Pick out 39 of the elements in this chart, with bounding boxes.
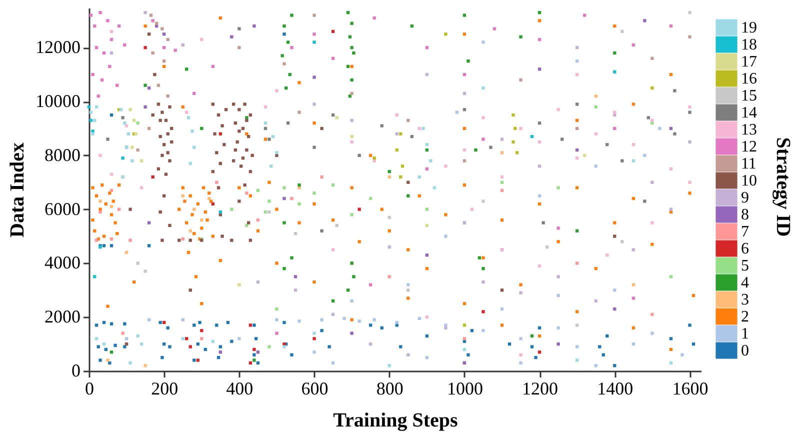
legend-label: 5 [741,258,749,274]
x-tick-label: 1400 [597,378,634,398]
legend-label: 19 [741,20,757,36]
y-tick-label: 10000 [36,91,80,112]
x-tick-label: 400 [226,378,254,398]
x-tick-label: 1200 [522,378,558,398]
y-tick-label: 8000 [44,144,80,165]
legend-label: 14 [741,104,757,122]
y-tick-label: 4000 [44,252,80,273]
legend-label: 1 [741,326,749,342]
legend-label: 17 [741,54,757,70]
x-tick-label: 200 [151,378,178,398]
y-axis-title: Data Index [6,142,28,238]
y-tick-label: 0 [72,360,80,380]
legend-label: 8 [741,206,749,224]
legend-label: 10 [741,172,757,190]
x-axis-title: Training Steps [333,410,458,432]
legend-label: 3 [741,292,749,308]
legend-label: 11 [741,156,756,172]
y-tick-label: 6000 [44,198,80,219]
legend-label: 9 [741,190,749,206]
legend-label: 0 [741,342,749,360]
legend-label: 13 [741,122,757,138]
legend-label: 2 [741,308,749,326]
legend-label: 12 [741,138,757,156]
x-tick-label: 800 [376,378,404,398]
x-tick-label: 0 [85,378,94,398]
legend-label: 15 [741,88,757,104]
legend-label: 18 [741,36,757,54]
y-tick-label: 2000 [44,306,80,327]
x-tick-label: 1000 [446,378,483,398]
legend-label: 4 [741,274,749,292]
legend-label: 16 [741,70,757,88]
y-tick-label: 12000 [36,37,80,58]
legend-title: Strategy ID [772,137,792,237]
x-tick-label: 1600 [672,378,708,398]
x-tick-label: 600 [301,378,328,398]
legend-label: 6 [741,240,749,258]
legend-label: 7 [741,224,749,240]
